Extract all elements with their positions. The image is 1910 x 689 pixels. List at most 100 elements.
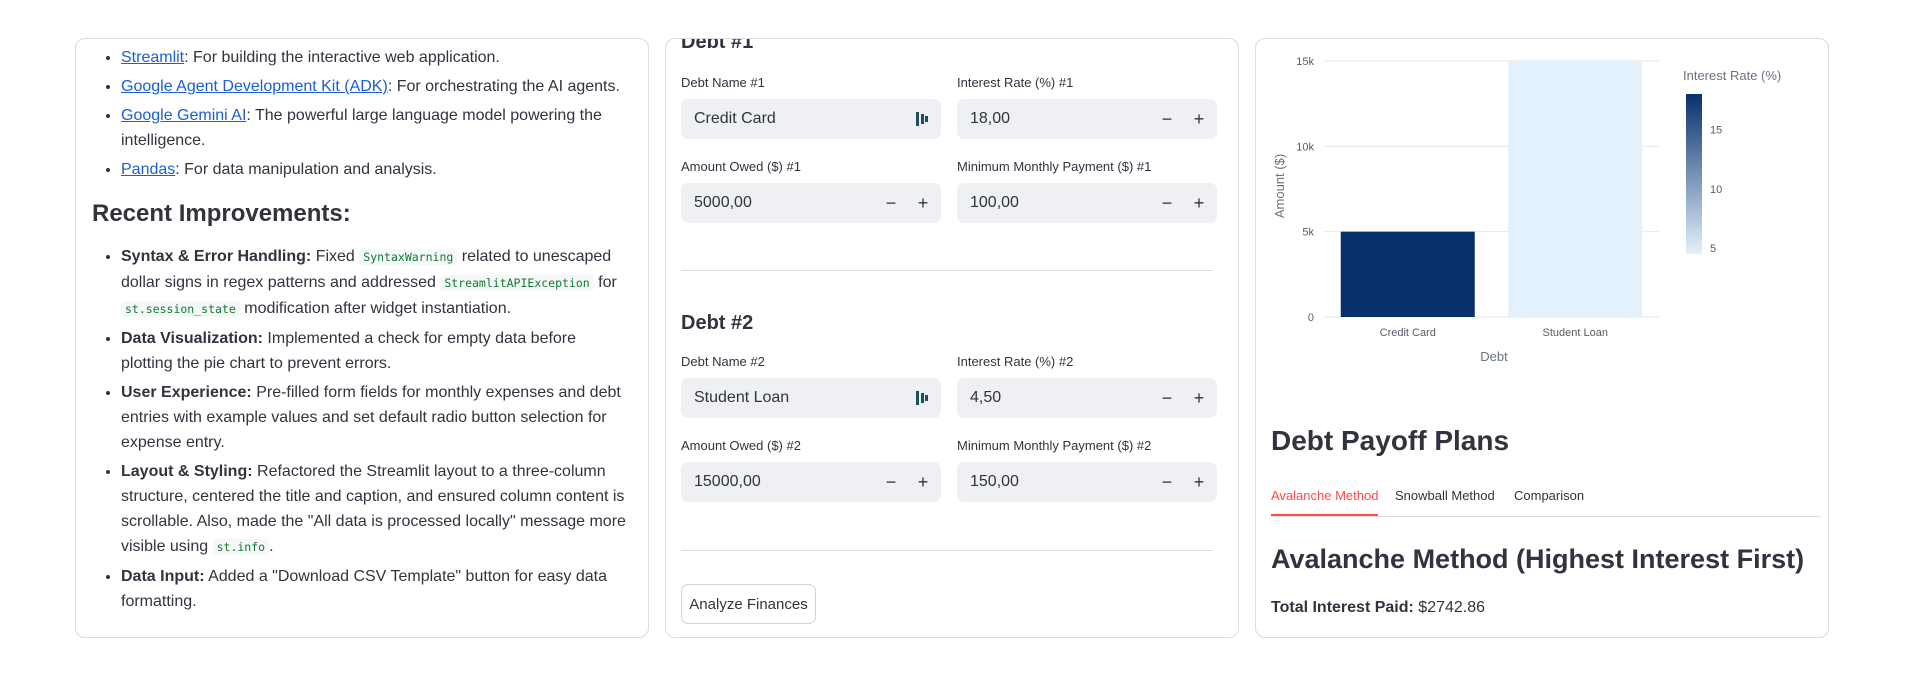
decrement-button[interactable]: − [885, 471, 897, 492]
list-item: Google Gemini AI: The powerful large lan… [121, 103, 632, 153]
inline-code: SyntaxWarning [359, 249, 458, 265]
total-interest-label: Total Interest Paid: [1271, 599, 1414, 616]
divider [681, 270, 1213, 271]
item-text: Pre-filled form fields for monthly expen… [121, 384, 621, 451]
decrement-button[interactable]: − [1161, 471, 1173, 492]
bar[interactable] [1340, 231, 1475, 317]
debt-2-title: Debt #2 [681, 312, 754, 334]
improvements-list: Syntax & Error Handling: Fixed SyntaxWar… [92, 244, 632, 614]
bar[interactable] [1508, 61, 1643, 317]
input-value: Student Loan [694, 389, 790, 406]
tab-snowball[interactable]: Snowball Method [1395, 488, 1495, 503]
min-payment-1-input[interactable]: 100,00 − + [957, 183, 1217, 223]
list-item: User Experience: Pre-filled form fields … [121, 380, 632, 455]
list-item: Layout & Styling: Refactored the Streaml… [121, 459, 632, 560]
item-text: modification after widget instantiation. [244, 300, 512, 317]
min-payment-2-input[interactable]: 150,00 − + [957, 462, 1217, 502]
inline-code: st.info [212, 539, 270, 555]
x-axis-title: Debt [1480, 349, 1508, 364]
x-tick-label: Student Loan [1543, 327, 1608, 339]
gemini-link[interactable]: Google Gemini AI [121, 107, 247, 124]
colorbar-tick-label: 15 [1710, 125, 1722, 137]
adk-link[interactable]: Google Agent Development Kit (ADK) [121, 78, 388, 95]
increment-button[interactable]: + [917, 471, 929, 492]
interest-rate-2-label: Interest Rate (%) #2 [957, 354, 1074, 369]
tab-avalanche[interactable]: Avalanche Method [1271, 485, 1379, 516]
interest-rate-2-input[interactable]: 4,50 − + [957, 378, 1217, 418]
left-column[interactable]: Streamlit: For building the interactive … [75, 38, 649, 638]
list-item: Data Input: Added a "Download CSV Templa… [121, 564, 632, 614]
pandas-link[interactable]: Pandas [121, 161, 176, 178]
item-title: Data Input: [121, 568, 205, 585]
analyze-finances-button[interactable]: Analyze Finances [681, 584, 816, 624]
debt-name-1-label: Debt Name #1 [681, 75, 765, 90]
input-value: 100,00 [970, 194, 1019, 211]
input-value: Credit Card [694, 110, 776, 127]
item-text: for [598, 274, 617, 291]
list-item-text: : For data manipulation and analysis. [175, 161, 437, 178]
streamlit-link[interactable]: Streamlit [121, 49, 185, 66]
chart-svg: 0 5k 10k 15k Credit Card Student Loan Amount… [1272, 56, 1781, 364]
y-tick-label: 10k [1296, 141, 1314, 153]
item-text: Refactored the Streamlit layout to a thr… [121, 463, 626, 555]
item-title: Layout & Styling: [121, 463, 253, 480]
list-item-text: : For building the interactive web appli… [184, 49, 500, 66]
tab-comparison[interactable]: Comparison [1514, 488, 1585, 503]
amount-owed-1-input[interactable]: 5000,00 − + [681, 183, 941, 223]
increment-button[interactable]: + [1193, 387, 1205, 408]
y-tick-label: 0 [1308, 312, 1314, 324]
input-value: 5000,00 [694, 194, 752, 211]
input-value: 18,00 [970, 110, 1011, 127]
min-payment-2-label: Minimum Monthly Payment ($) #2 [957, 438, 1152, 453]
total-interest-value: $2742.86 [1418, 599, 1486, 616]
decrement-button[interactable]: − [1161, 108, 1173, 129]
divider [681, 550, 1213, 551]
inline-code: st.session_state [121, 301, 240, 317]
increment-button[interactable]: + [1193, 108, 1205, 129]
payoff-tabs: Avalanche Method Snowball Method Compari… [1271, 485, 1821, 517]
y-axis-title: Amount ($) [1272, 154, 1287, 218]
y-tick-label: 5k [1302, 227, 1314, 239]
debt-name-2-input[interactable]: Student Loan [681, 378, 941, 418]
x-tick-label: Credit Card [1380, 327, 1436, 339]
list-item-text: : The powerful large language model powe… [121, 107, 602, 149]
increment-button[interactable]: + [1193, 471, 1205, 492]
item-title: Data Visualization: [121, 330, 263, 347]
decrement-button[interactable]: − [1161, 192, 1173, 213]
colorbar-tick-label: 5 [1710, 243, 1716, 255]
y-tick-label: 15k [1296, 56, 1314, 68]
improvements-heading: Recent Improvements: [92, 200, 351, 227]
item-text: Added a "Download CSV Template" button f… [121, 568, 607, 610]
debt-name-2-label: Debt Name #2 [681, 354, 765, 369]
amount-owed-2-label: Amount Owed ($) #2 [681, 438, 801, 453]
decrement-button[interactable]: − [1161, 387, 1173, 408]
input-value: 4,50 [970, 389, 1002, 406]
item-title: Syntax & Error Handling: [121, 248, 312, 265]
interest-rate-1-input[interactable]: 18,00 − + [957, 99, 1217, 139]
amount-owed-2-input[interactable]: 15000,00 − + [681, 462, 941, 502]
item-text: Fixed [315, 248, 355, 265]
decrement-button[interactable]: − [885, 192, 897, 213]
list-item: Google Agent Development Kit (ADK): For … [121, 74, 632, 99]
middle-column[interactable]: Debt #1 Debt Name #1 Credit Card Interes… [665, 38, 1239, 638]
password-manager-icon[interactable] [909, 111, 937, 127]
input-value: 150,00 [970, 473, 1019, 490]
avalanche-heading: Avalanche Method (Highest Interest First… [1271, 544, 1805, 574]
debt-bar-chart[interactable]: 0 5k 10k 15k Credit Card Student Loan Amount… [1256, 39, 1828, 379]
increment-button[interactable]: + [917, 192, 929, 213]
total-interest: Total Interest Paid: $2742.86 [1271, 599, 1485, 617]
left-content: Streamlit: For building the interactive … [92, 39, 632, 618]
colorbar [1686, 94, 1702, 254]
debt-name-1-input[interactable]: Credit Card [681, 99, 941, 139]
colorbar-tick-label: 10 [1710, 184, 1722, 196]
item-text: Implemented a check for empty data befor… [121, 330, 577, 372]
colorbar-title: Interest Rate (%) [1683, 68, 1781, 83]
increment-button[interactable]: + [1193, 192, 1205, 213]
item-title: User Experience: [121, 384, 252, 401]
debt-payoff-plans-heading: Debt Payoff Plans [1271, 425, 1510, 456]
password-manager-icon[interactable] [909, 390, 937, 406]
input-value: 15000,00 [694, 473, 761, 490]
list-item: Streamlit: For building the interactive … [121, 45, 632, 70]
right-column[interactable]: 0 5k 10k 15k Credit Card Student Loan Amount… [1255, 38, 1829, 638]
min-payment-1-label: Minimum Monthly Payment ($) #1 [957, 159, 1152, 174]
